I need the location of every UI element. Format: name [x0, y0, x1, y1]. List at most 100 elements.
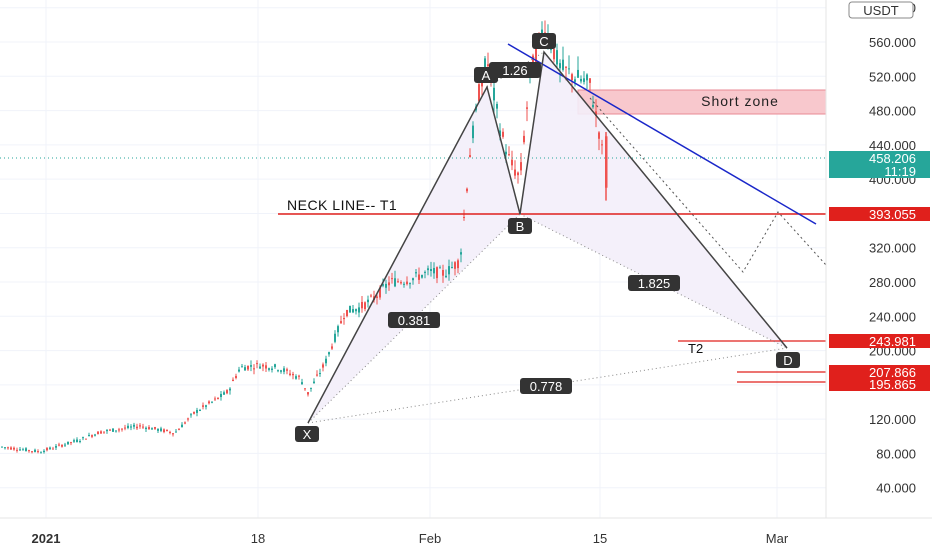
candle-body — [70, 442, 72, 444]
candle-body — [241, 366, 243, 368]
candle-body — [400, 282, 402, 284]
y-tick-label: 80.000 — [876, 446, 916, 461]
candle-body — [352, 309, 354, 313]
candle-body — [424, 271, 426, 273]
candle-body — [394, 278, 396, 287]
candle-body — [55, 446, 57, 448]
candle-body — [178, 429, 180, 431]
candle-body — [376, 296, 378, 298]
candle-body — [7, 447, 9, 449]
candle-body — [364, 302, 366, 310]
candle-body — [445, 275, 447, 278]
candle-body — [442, 270, 444, 276]
candle-body — [517, 172, 519, 176]
candle-body — [559, 63, 561, 69]
currency-badge[interactable]: USDT — [848, 1, 914, 19]
candle-body — [217, 397, 219, 399]
price-axis-bg — [826, 0, 932, 518]
candle-body — [397, 281, 399, 283]
candle-body — [526, 107, 528, 109]
candle-body — [244, 367, 246, 371]
leg-xd-dotted — [307, 347, 788, 424]
candle-body — [199, 410, 201, 412]
x-tick-label: 18 — [251, 531, 265, 546]
candle-body — [94, 434, 96, 436]
candle-body — [139, 425, 141, 427]
candle-body — [322, 364, 324, 368]
candle-body — [133, 424, 135, 427]
candle-body — [181, 424, 183, 428]
candle-body — [277, 370, 279, 372]
price-label: 458.206 — [869, 151, 916, 166]
candle-body — [223, 392, 225, 395]
candle-body — [31, 451, 33, 453]
candle-body — [109, 429, 111, 431]
candle-body — [349, 305, 351, 313]
candle-body — [4, 447, 6, 449]
candle-body — [436, 267, 438, 279]
candle-body — [421, 275, 423, 278]
ratio-box — [489, 62, 541, 78]
candle-body — [355, 309, 357, 312]
candle-body — [358, 307, 360, 313]
pattern-point-box-c — [532, 33, 556, 49]
candle-body — [232, 379, 234, 381]
pattern-fill-xab — [308, 87, 520, 423]
candle-body — [535, 48, 537, 65]
candle-body — [499, 130, 501, 137]
candle-body — [520, 162, 522, 171]
candle-body — [448, 266, 450, 275]
candle-body — [100, 431, 102, 434]
projection-path — [589, 97, 827, 273]
neck-line-label: NECK LINE-- T1 — [287, 197, 397, 213]
price-label: 393.055 — [869, 207, 916, 222]
ratio-label: 1.825 — [638, 276, 671, 291]
y-tick-label: 480.000 — [869, 104, 916, 119]
blue-trendline — [507, 43, 817, 225]
price-label: 11:19 — [884, 164, 916, 179]
candle-body — [556, 50, 558, 65]
candle-body — [238, 369, 240, 372]
candle-body — [148, 427, 150, 430]
ratio-label: 0.778 — [530, 379, 563, 394]
candle-body — [43, 450, 45, 453]
pattern-point-label-x: X — [303, 427, 312, 442]
candle-body — [187, 418, 189, 420]
candle-body — [34, 449, 36, 452]
candle-body — [142, 426, 144, 428]
pattern-point-box-x — [295, 426, 319, 442]
candle-body — [367, 299, 369, 303]
price-label: 207.866 — [869, 365, 916, 380]
candle-body — [154, 427, 156, 429]
zones: Short zone — [308, 52, 827, 423]
x-tick-label: 2021 — [32, 531, 61, 546]
candle-body — [169, 431, 171, 433]
candle-body — [271, 368, 273, 370]
candle-body — [118, 429, 120, 431]
candle-body — [253, 368, 255, 370]
candle-body — [553, 49, 555, 60]
harmonic-pattern-legs — [307, 50, 788, 424]
candle-body — [97, 431, 99, 435]
candle-body — [46, 448, 48, 451]
candle-body — [472, 125, 474, 139]
y-tick-label: 40.000 — [876, 481, 916, 496]
candle-body — [343, 318, 345, 320]
x-tick-label: Mar — [766, 531, 789, 546]
candle-body — [346, 309, 348, 317]
price-label-box — [829, 365, 930, 379]
candle-body — [514, 169, 516, 176]
ratio-box — [388, 312, 440, 328]
candle-body — [340, 321, 342, 324]
candle-body — [193, 411, 195, 414]
candle-body — [469, 155, 471, 158]
price-label: 195.865 — [869, 377, 916, 392]
y-tick-label: 560.000 — [869, 35, 916, 50]
candle-body — [379, 287, 381, 298]
candle-body — [88, 434, 90, 437]
candle-body — [79, 440, 81, 442]
t2-label: T2 — [688, 341, 703, 356]
candle-body — [106, 429, 108, 432]
